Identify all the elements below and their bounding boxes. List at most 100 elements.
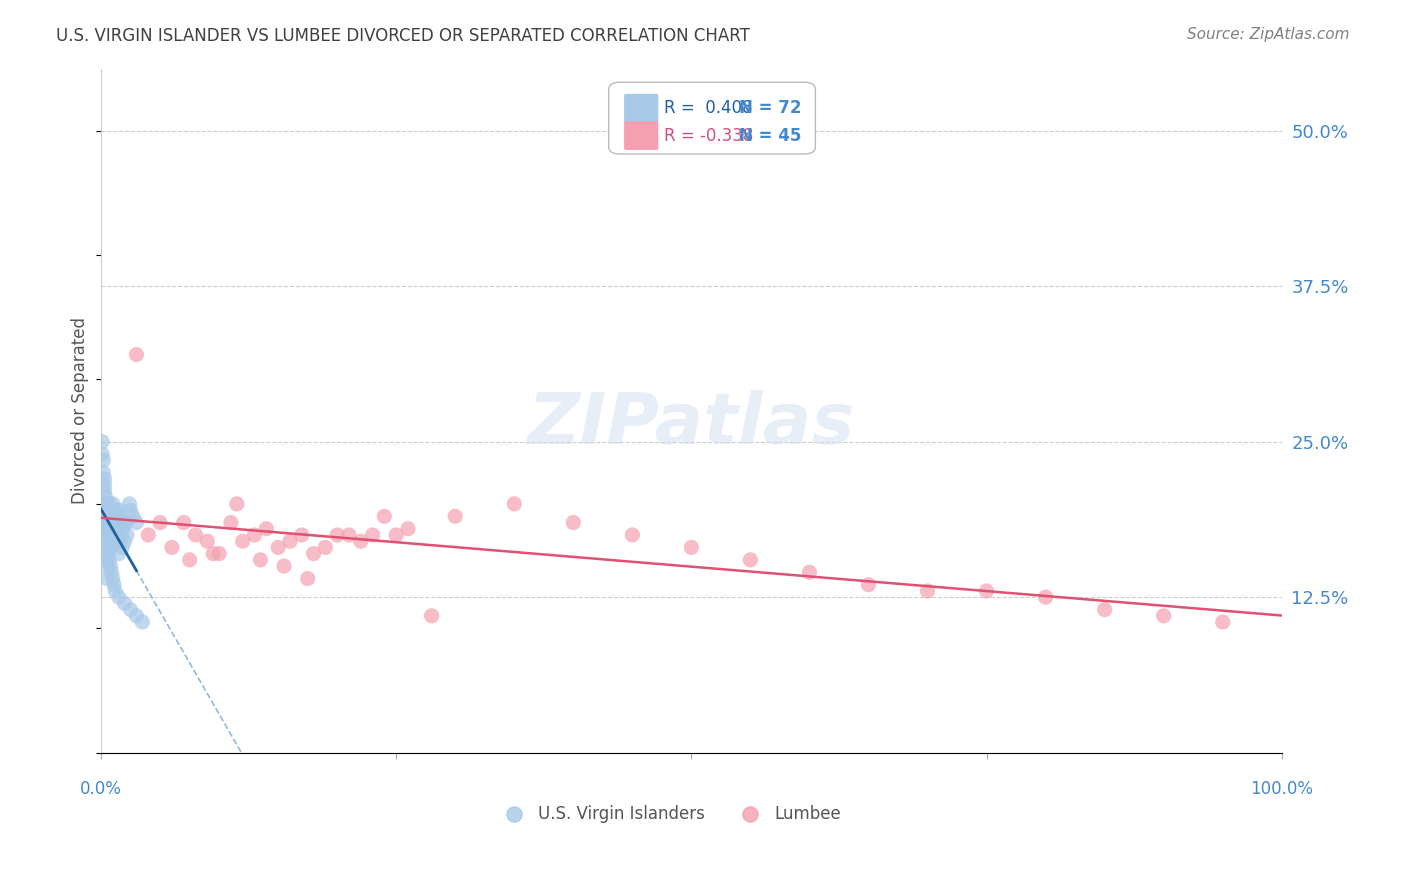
Point <box>420 608 443 623</box>
Point <box>1094 602 1116 616</box>
Point <box>149 516 172 530</box>
Point <box>385 528 408 542</box>
Point <box>100 503 122 517</box>
Point <box>101 497 124 511</box>
Point <box>93 478 115 492</box>
Point <box>114 534 136 549</box>
Point <box>503 857 526 871</box>
Point <box>93 497 115 511</box>
Point <box>93 528 115 542</box>
Point <box>101 528 124 542</box>
Point <box>94 553 117 567</box>
Point <box>100 516 122 530</box>
Point <box>799 566 821 580</box>
Point <box>100 559 122 574</box>
Point <box>195 534 218 549</box>
Point <box>111 541 134 555</box>
Point <box>103 534 125 549</box>
Point <box>1153 608 1175 623</box>
Point <box>96 559 118 574</box>
Point <box>104 503 127 517</box>
Point <box>291 528 314 542</box>
Point <box>115 516 138 530</box>
Point <box>125 516 148 530</box>
Point <box>107 516 129 530</box>
Point <box>373 509 395 524</box>
Point <box>100 541 122 555</box>
Point <box>1212 615 1234 629</box>
Point <box>96 516 118 530</box>
Point <box>314 541 336 555</box>
Point <box>125 348 148 362</box>
Point <box>302 547 325 561</box>
Point <box>562 516 585 530</box>
Point <box>97 509 120 524</box>
Point <box>122 509 145 524</box>
Point <box>444 509 467 524</box>
Point <box>104 516 127 530</box>
Point <box>93 466 115 480</box>
Text: Lumbee: Lumbee <box>775 805 841 823</box>
Point <box>681 541 703 555</box>
Point <box>125 608 148 623</box>
Point <box>105 528 128 542</box>
Point <box>101 572 124 586</box>
Point <box>97 547 120 561</box>
Point <box>326 528 349 542</box>
Point <box>91 434 114 449</box>
Point <box>120 602 142 616</box>
Text: 0.0%: 0.0% <box>80 780 122 798</box>
Point <box>219 516 242 530</box>
Point <box>858 578 880 592</box>
Point <box>91 447 114 461</box>
Point <box>184 528 207 542</box>
Point <box>160 541 183 555</box>
Point <box>337 528 360 542</box>
Point <box>96 528 118 542</box>
Point <box>254 522 277 536</box>
Point <box>98 553 121 567</box>
Point <box>93 509 115 524</box>
Text: N = 45: N = 45 <box>738 127 801 145</box>
Point <box>976 584 998 599</box>
Text: U.S. Virgin Islanders: U.S. Virgin Islanders <box>538 805 704 823</box>
Point <box>100 503 122 517</box>
Point <box>297 572 319 586</box>
Text: U.S. VIRGIN ISLANDER VS LUMBEE DIVORCED OR SEPARATED CORRELATION CHART: U.S. VIRGIN ISLANDER VS LUMBEE DIVORCED … <box>56 27 751 45</box>
Point <box>115 528 138 542</box>
Point <box>97 522 120 536</box>
Point <box>107 547 129 561</box>
Point <box>94 491 117 505</box>
Point <box>107 590 129 604</box>
Point <box>108 509 131 524</box>
Point <box>179 553 201 567</box>
Point <box>98 516 121 530</box>
Point <box>361 528 384 542</box>
Point <box>98 528 121 542</box>
Point <box>114 596 136 610</box>
Point <box>93 484 115 499</box>
Text: R =  0.408: R = 0.408 <box>664 99 752 117</box>
Point <box>93 472 115 486</box>
Text: ZIPatlas: ZIPatlas <box>527 390 855 458</box>
FancyBboxPatch shape <box>609 82 815 154</box>
Point <box>91 503 114 517</box>
Point <box>96 541 118 555</box>
Point <box>100 534 122 549</box>
Point <box>208 547 231 561</box>
Point <box>243 528 266 542</box>
Point <box>173 516 195 530</box>
Point <box>100 566 122 580</box>
Point <box>278 534 301 549</box>
Point <box>112 522 135 536</box>
Point <box>917 584 939 599</box>
Point <box>103 578 125 592</box>
Point <box>96 497 118 511</box>
Point <box>740 553 762 567</box>
Point <box>94 503 117 517</box>
Text: R = -0.338: R = -0.338 <box>664 127 754 145</box>
Point <box>249 553 271 567</box>
Point <box>96 572 118 586</box>
Point <box>93 453 115 467</box>
Point <box>202 547 225 561</box>
